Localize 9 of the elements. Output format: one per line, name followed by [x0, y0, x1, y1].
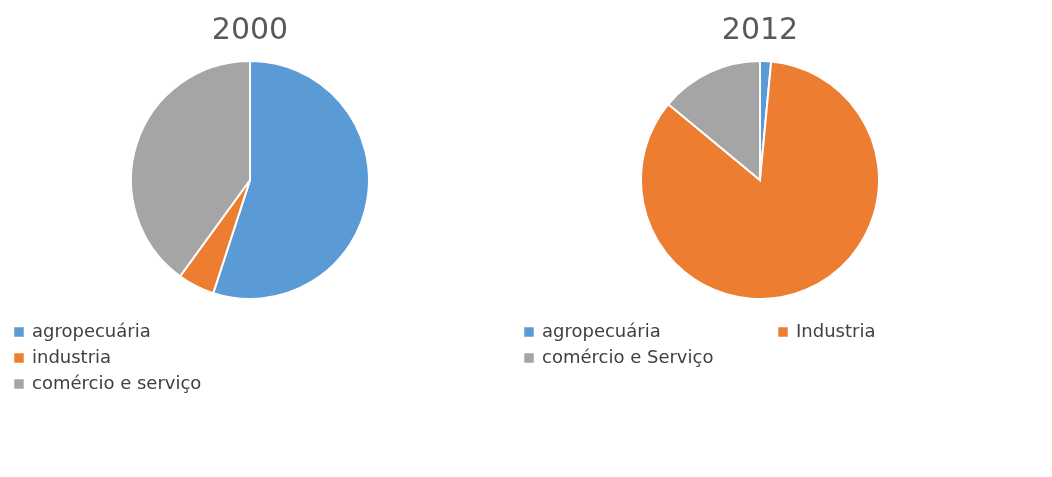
legend-label: agropecuária: [542, 320, 661, 341]
legend-label: comércio e Serviço: [542, 346, 714, 367]
legend-label: agropecuária: [32, 320, 151, 341]
legend-label: Industria: [796, 320, 876, 341]
chart-title: 2012: [721, 11, 799, 46]
pie-slice: [640, 60, 880, 300]
chart-title: 2000: [211, 11, 289, 46]
legend-label: comércio e serviço: [32, 372, 202, 393]
legend-label: industria: [32, 346, 112, 367]
